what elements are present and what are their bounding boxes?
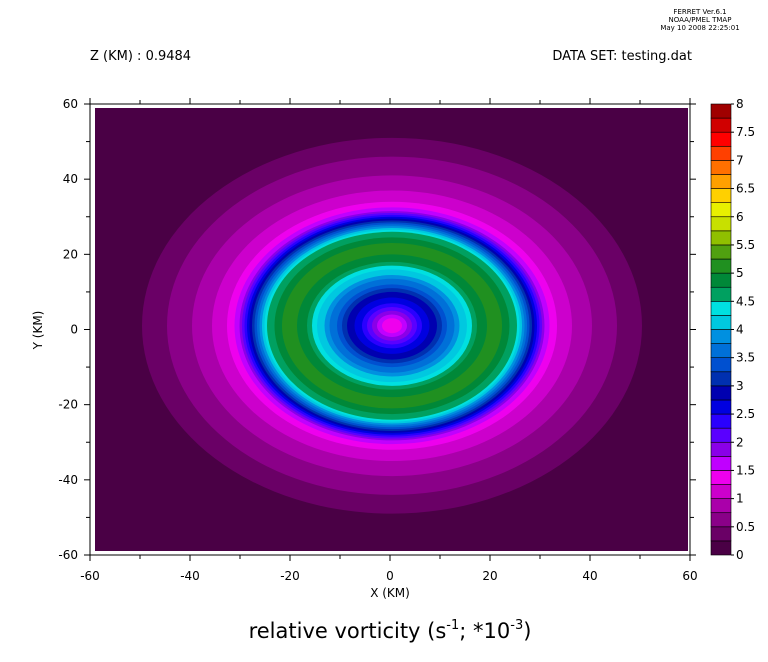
colorbar-label: 6.5: [736, 182, 755, 196]
title-part: relative vorticity (s: [249, 619, 447, 643]
colorbar-segment: [710, 131, 732, 147]
stamp: FERRET Ver.6.1: [673, 8, 726, 16]
y-tick-label: 20: [63, 247, 78, 261]
colorbar-segment: [710, 498, 732, 514]
x-tick-label: 20: [482, 569, 497, 583]
y-axis-label: Y (KM): [31, 311, 45, 351]
colorbar-segment: [710, 244, 732, 260]
chart-title: relative vorticity (s-1; *10-3): [249, 618, 532, 643]
colorbar-segment: [710, 526, 732, 542]
colorbar-segment: [710, 272, 732, 288]
colorbar-segment: [710, 160, 732, 175]
x-tick-label: 40: [582, 569, 597, 583]
colorbar-segment: [710, 357, 732, 373]
colorbar-segment: [710, 399, 732, 415]
colorbar-segment: [710, 427, 732, 443]
colorbar-segment: [710, 441, 732, 457]
colorbar-segment: [710, 230, 732, 246]
x-tick-label: 0: [386, 569, 394, 583]
x-axis-label: X (KM): [370, 586, 410, 600]
colorbar-label: 8: [736, 97, 744, 111]
colorbar-label: 1: [736, 492, 744, 506]
y-tick-label: -20: [58, 398, 78, 412]
y-tick-label: -60: [58, 548, 78, 562]
colorbar-segment: [710, 371, 732, 387]
colorbar-segment: [710, 174, 732, 189]
x-tick-label: -40: [180, 569, 200, 583]
colorbar-label: 5.5: [736, 238, 755, 252]
x-tick-label: -20: [280, 569, 300, 583]
colorbar-label: 4.5: [736, 294, 755, 308]
plot-area: [95, 108, 688, 551]
x-tick-label: 60: [682, 569, 697, 583]
title-part: ; *10: [459, 619, 510, 643]
colorbar-segment: [710, 413, 732, 429]
colorbar-segment: [710, 301, 732, 316]
x-tick-label: -60: [80, 569, 100, 583]
title-sup: -1: [446, 618, 459, 633]
colorbar-segment: [710, 512, 732, 528]
colorbar-label: 2: [736, 435, 744, 449]
title-sup: -3: [510, 618, 523, 633]
y-tick-label: -40: [58, 473, 78, 487]
colorbar-segment: [710, 216, 732, 232]
colorbar-label: 0.5: [736, 520, 755, 534]
colorbar-segment: [710, 343, 732, 358]
colorbar-segment: [710, 117, 732, 133]
colorbar-segment: [710, 286, 732, 302]
y-tick-label: 60: [63, 97, 78, 111]
colorbar-label: 5: [736, 266, 744, 280]
colorbar-label: 3: [736, 379, 744, 393]
contour-region: [382, 318, 402, 334]
y-tick-label: 0: [70, 323, 78, 337]
colorbar-segment: [710, 484, 732, 499]
colorbar-label: 1.5: [736, 463, 755, 477]
colorbar-segment: [710, 315, 732, 330]
colorbar-segment: [710, 188, 732, 203]
colorbar-label: 0: [736, 548, 744, 562]
title-part: ): [523, 619, 531, 643]
y-tick-label: 40: [63, 172, 78, 186]
dataset: DATA SET: testing.dat: [552, 49, 692, 64]
colorbar-segment: [710, 145, 732, 161]
colorbar-segment: [710, 202, 732, 218]
colorbar-label: 7: [736, 153, 744, 167]
colorbar-segment: [710, 329, 732, 344]
colorbar-segment: [710, 540, 732, 556]
colorbar-label: 7.5: [736, 125, 755, 139]
stamp: NOAA/PMEL TMAP: [669, 16, 732, 24]
colorbar-segment: [710, 470, 732, 485]
colorbar-label: 3.5: [736, 351, 755, 365]
z-level: Z (KM) : 0.9484: [90, 49, 191, 64]
colorbar-segment: [710, 103, 732, 119]
colorbar-label: 2.5: [736, 407, 755, 421]
colorbar-label: 6: [736, 210, 744, 224]
colorbar-segment: [710, 385, 732, 401]
stamp: May 10 2008 22:25:01: [660, 24, 739, 32]
colorbar-label: 4: [736, 323, 744, 337]
colorbar-segment: [710, 456, 732, 471]
colorbar-segment: [710, 258, 732, 274]
